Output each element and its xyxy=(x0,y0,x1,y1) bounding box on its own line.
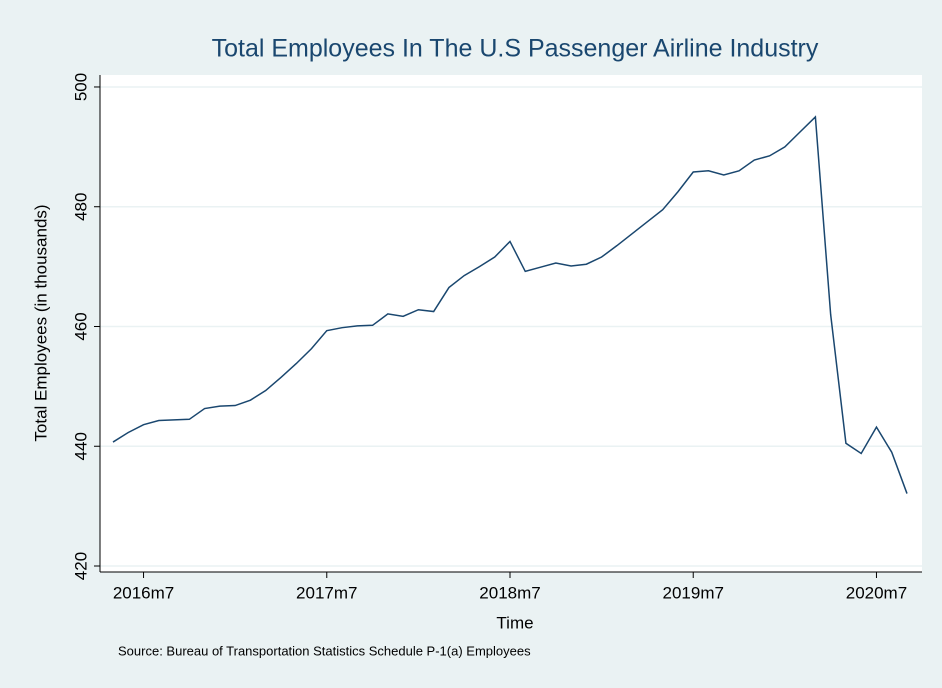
data-line xyxy=(112,115,908,494)
y-axis-label: Total Employees (in thousands) xyxy=(31,204,50,441)
x-axis-label: Time xyxy=(496,613,533,632)
y-tick-label: 480 xyxy=(71,193,90,221)
y-tick-label: 500 xyxy=(71,73,90,101)
y-tick-label: 460 xyxy=(71,312,90,340)
y-tick-label: 440 xyxy=(71,432,90,460)
x-tick-label: 2016m7 xyxy=(113,583,174,602)
x-tick-label: 2020m7 xyxy=(846,583,907,602)
y-tick-label: 420 xyxy=(71,552,90,580)
x-tick-label: 2018m7 xyxy=(479,583,540,602)
x-tick-label: 2019m7 xyxy=(663,583,724,602)
x-tick-label: 2017m7 xyxy=(296,583,357,602)
plot-area xyxy=(100,75,922,572)
chart-title: Total Employees In The U.S Passenger Air… xyxy=(212,35,819,63)
source-note: Source: Bureau of Transportation Statist… xyxy=(118,643,531,658)
